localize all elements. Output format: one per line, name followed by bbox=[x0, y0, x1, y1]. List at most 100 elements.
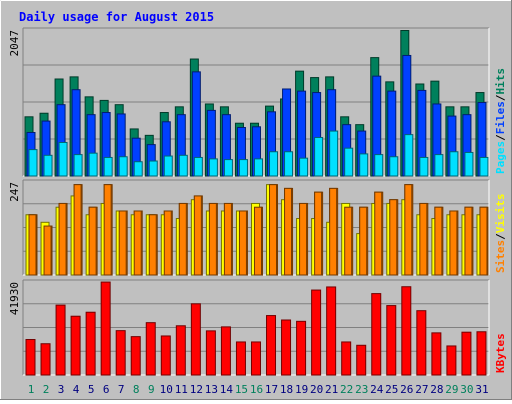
kbytes-bar bbox=[130, 336, 141, 376]
pages-bar bbox=[359, 153, 369, 177]
x-tick-label: 26 bbox=[400, 383, 413, 396]
sites-bar bbox=[253, 206, 262, 276]
legend-kbytes: KBytes bbox=[494, 333, 507, 373]
kbytes-bar bbox=[431, 332, 442, 376]
kbytes-bar bbox=[266, 315, 277, 376]
sites-bar bbox=[193, 195, 202, 276]
pages-bar bbox=[434, 154, 444, 177]
sites-bar bbox=[344, 206, 353, 276]
legend-sep: / bbox=[494, 233, 507, 240]
x-tick-label: 1 bbox=[28, 383, 35, 396]
pages-bar bbox=[314, 136, 324, 177]
pages-bar bbox=[73, 154, 83, 177]
x-tick-label: 15 bbox=[235, 383, 248, 396]
sites-bar bbox=[103, 184, 112, 276]
sites-bar bbox=[404, 184, 413, 276]
kbytes-bar bbox=[386, 305, 397, 376]
kbytes-bar bbox=[250, 341, 261, 376]
sites-bar bbox=[359, 206, 368, 276]
sites-bar bbox=[314, 191, 323, 276]
sites-bar bbox=[269, 184, 278, 276]
sites-bar bbox=[374, 191, 383, 276]
kbytes-bar bbox=[311, 289, 322, 376]
pages-bar bbox=[449, 151, 459, 177]
sites-bar bbox=[329, 187, 338, 276]
legend-hits: Hits bbox=[494, 68, 507, 95]
legend-hits-panel: Pages/Files/Hits bbox=[494, 68, 507, 174]
x-tick-label: 29 bbox=[445, 383, 458, 396]
kbytes-bar bbox=[416, 310, 427, 376]
pages-bar bbox=[404, 134, 414, 177]
pages-bar bbox=[419, 156, 429, 177]
x-tick-label: 19 bbox=[295, 383, 308, 396]
x-tick-label: 3 bbox=[58, 383, 65, 396]
sites-bar bbox=[43, 225, 52, 276]
x-tick-label: 8 bbox=[133, 383, 140, 396]
sites-bar bbox=[479, 206, 488, 276]
x-tick-label: 31 bbox=[475, 383, 488, 396]
pages-bar bbox=[238, 159, 248, 177]
kbytes-bar bbox=[175, 325, 186, 376]
x-tick-label: 9 bbox=[148, 383, 155, 396]
x-tick-label: 20 bbox=[310, 383, 323, 396]
pages-bar bbox=[299, 157, 309, 177]
legend-kbytes-panel: KBytes bbox=[494, 333, 507, 373]
sites-bar bbox=[178, 202, 187, 276]
y-max-label-hits: 2047 bbox=[8, 30, 21, 57]
sites-bar bbox=[88, 206, 97, 276]
sites-bar bbox=[434, 206, 443, 276]
sites-bar bbox=[163, 210, 172, 276]
kbytes-bar bbox=[55, 304, 66, 376]
sites-bar bbox=[449, 210, 458, 276]
x-tick-label: 24 bbox=[370, 383, 384, 396]
kbytes-bar bbox=[476, 331, 487, 376]
kbytes-bar bbox=[371, 293, 382, 376]
sites-bar bbox=[28, 214, 37, 276]
x-tick-label: 13 bbox=[205, 383, 218, 396]
y-max-label-kbytes: 41930 bbox=[8, 282, 21, 315]
sites-bar bbox=[464, 206, 473, 276]
x-tick-label: 17 bbox=[265, 383, 278, 396]
pages-bar bbox=[28, 149, 38, 177]
pages-bar bbox=[148, 160, 158, 177]
x-tick-label: 2 bbox=[43, 383, 50, 396]
sites-bar bbox=[223, 202, 232, 276]
pages-bar bbox=[43, 154, 53, 177]
pages-bar bbox=[464, 151, 474, 177]
pages-bar bbox=[208, 158, 218, 177]
pages-bar bbox=[178, 154, 188, 177]
x-tick-label: 7 bbox=[118, 383, 125, 396]
legend-visits-panel: Sites/Visits bbox=[494, 194, 507, 274]
pages-bar bbox=[374, 154, 384, 177]
x-tick-label: 14 bbox=[220, 383, 234, 396]
x-tick-label: 5 bbox=[88, 383, 95, 396]
legend-sep: / bbox=[494, 134, 507, 141]
pages-bar bbox=[103, 156, 113, 177]
x-tick-label: 25 bbox=[385, 383, 398, 396]
kbytes-bar bbox=[115, 330, 126, 376]
sites-bar bbox=[208, 202, 217, 276]
x-tick-label: 16 bbox=[250, 383, 263, 396]
x-tick-label: 21 bbox=[325, 383, 338, 396]
kbytes-bar bbox=[190, 303, 201, 376]
pages-bar bbox=[479, 156, 489, 177]
x-tick-label: 10 bbox=[160, 383, 173, 396]
kbytes-bar bbox=[85, 311, 96, 376]
pages-bar bbox=[223, 159, 233, 177]
chart-title: Daily usage for August 2015 bbox=[19, 10, 214, 24]
kbytes-bar bbox=[160, 335, 171, 376]
kbytes-bar bbox=[461, 331, 472, 376]
kbytes-bar bbox=[145, 322, 156, 376]
sites-bar bbox=[118, 210, 127, 276]
pages-bar bbox=[163, 155, 173, 177]
legend-files: Files bbox=[494, 101, 507, 134]
pages-bar bbox=[58, 141, 68, 177]
legend-pages: Pages bbox=[494, 141, 507, 174]
legend-sites: Sites bbox=[494, 240, 507, 273]
pages-bar bbox=[193, 156, 203, 177]
x-tick-label: 30 bbox=[460, 383, 473, 396]
pages-bar bbox=[253, 158, 263, 177]
pages-bar bbox=[389, 156, 399, 177]
